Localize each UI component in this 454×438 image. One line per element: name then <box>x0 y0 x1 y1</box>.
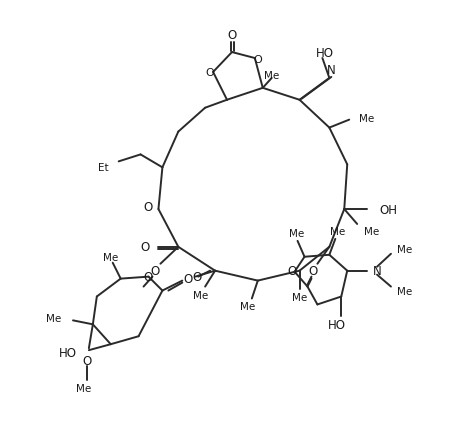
Text: O: O <box>151 265 160 278</box>
Text: Me: Me <box>264 71 279 81</box>
Text: Et: Et <box>98 163 109 173</box>
Text: N: N <box>327 64 336 77</box>
Text: O: O <box>144 200 153 213</box>
Text: O: O <box>192 271 202 283</box>
Text: Me: Me <box>397 244 412 254</box>
Text: Me: Me <box>103 252 118 262</box>
Text: Me: Me <box>359 113 375 124</box>
Text: Me: Me <box>240 302 256 312</box>
Text: Me: Me <box>289 228 304 238</box>
Text: Me: Me <box>330 226 345 237</box>
Text: N: N <box>373 265 382 278</box>
Text: O: O <box>253 55 262 65</box>
Text: Me: Me <box>76 383 92 393</box>
Text: HO: HO <box>316 46 333 60</box>
Text: O: O <box>309 265 318 278</box>
Text: Me: Me <box>397 286 412 296</box>
Text: Me: Me <box>292 292 307 302</box>
Text: O: O <box>206 68 214 78</box>
Text: O: O <box>227 28 237 42</box>
Text: O: O <box>287 265 296 278</box>
Text: O: O <box>140 241 149 254</box>
Text: O: O <box>144 271 153 283</box>
Text: O: O <box>82 354 92 367</box>
Text: Me: Me <box>364 226 380 237</box>
Text: Me: Me <box>46 314 61 324</box>
Text: Me: Me <box>192 290 208 300</box>
Text: HO: HO <box>328 318 346 331</box>
Text: O: O <box>183 272 193 286</box>
Text: OH: OH <box>379 203 397 216</box>
Text: HO: HO <box>59 346 77 359</box>
